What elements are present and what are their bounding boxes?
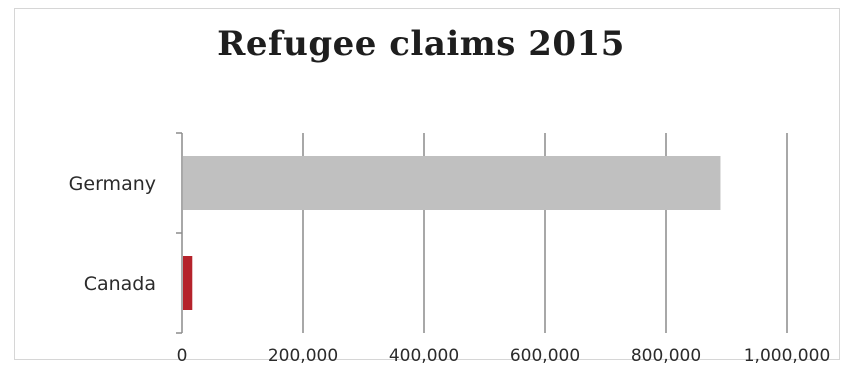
bar-canada [183, 256, 193, 310]
x-tick-label: 200,000 [268, 346, 338, 366]
x-tick-label: 1,000,000 [744, 346, 831, 366]
bar-germany [183, 156, 721, 210]
x-tick-labels: 0 200,000 400,000 600,000 800,000 1,000,000 [177, 346, 831, 366]
x-tick-label: 600,000 [510, 346, 580, 366]
category-label-canada: Canada [84, 273, 156, 295]
chart-title: Refugee claims 2015 [217, 24, 625, 64]
x-tick-label: 800,000 [631, 346, 701, 366]
x-tick-label: 0 [177, 346, 188, 366]
bars [183, 156, 721, 310]
category-labels: Germany Canada [69, 173, 156, 295]
x-tick-label: 400,000 [389, 346, 459, 366]
category-label-germany: Germany [69, 173, 156, 195]
category-axis [176, 132, 183, 334]
